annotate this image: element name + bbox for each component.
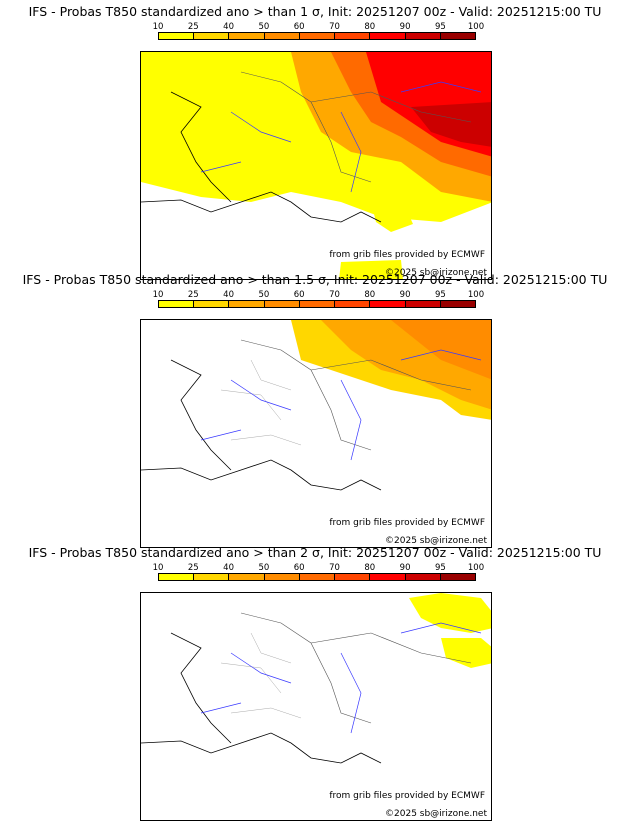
scale-bar [158,573,476,581]
credit-source: from grib files provided by ECMWF [329,250,485,260]
scale-label: 90 [399,22,411,32]
scale-swatch [405,574,441,580]
scale-swatch [299,301,336,307]
prob-area-10b [371,202,413,232]
scale-swatch [440,301,475,307]
scale-swatch [335,574,371,580]
scale-label: 80 [364,290,376,300]
scale-swatch [440,574,475,580]
rivers [200,622,482,734]
scale-label: 80 [364,22,376,32]
country-borders [240,612,472,724]
prob-area-10 [409,593,491,633]
prob-area-10b [441,638,491,668]
scale-label: 10 [152,22,164,32]
scale-label: 95 [434,22,446,32]
scale-bar [158,300,476,308]
region-borders [220,359,302,446]
scale-swatch [335,301,371,307]
scale-labels: 10 25 40 50 60 70 80 90 95 100 [153,563,485,573]
scale-swatch [229,301,265,307]
scale-label: 90 [399,290,411,300]
scale-label: 25 [187,290,199,300]
scale-label: 10 [152,290,164,300]
scale-swatch [194,301,230,307]
color-scale: 10 25 40 50 60 70 80 90 95 100 [153,22,485,44]
color-scale: 10 25 40 50 60 70 80 90 95 100 [153,290,485,312]
scale-label: 40 [223,22,235,32]
scale-swatch [229,33,265,39]
scale-swatch [370,574,406,580]
scale-label: 60 [293,563,305,573]
scale-swatch [264,301,300,307]
scale-label: 70 [329,290,340,300]
probability-map: from grib files provided by ECMWF ©2025 … [140,51,492,280]
coastline [141,632,382,764]
panel-2: IFS - Probas T850 standardized ano > tha… [0,272,630,548]
scale-swatch [264,574,300,580]
scale-label: 50 [258,22,270,32]
country-borders [240,339,472,451]
credit-copyright: ©2025 sb@irizone.net [385,809,487,819]
scale-swatch [335,33,371,39]
scale-swatch [299,574,336,580]
scale-label: 80 [364,563,376,573]
panel-title: IFS - Probas T850 standardized ano > tha… [22,272,608,287]
scale-label: 95 [434,290,446,300]
scale-labels: 10 25 40 50 60 70 80 90 95 100 [153,22,485,32]
panel-1: IFS - Probas T850 standardized ano > tha… [0,4,630,280]
scale-swatch [194,574,230,580]
scale-bar [158,32,476,40]
probability-map: from grib files provided by ECMWF ©2025 … [140,319,492,548]
scale-label: 60 [293,290,305,300]
scale-label: 60 [293,22,305,32]
scale-swatch [370,33,406,39]
scale-label: 40 [223,290,235,300]
scale-label: 100 [467,22,485,32]
credit-copyright: ©2025 sb@irizone.net [385,268,487,278]
region-borders [220,632,302,719]
coastline [141,359,382,491]
scale-swatch [159,33,195,39]
credit-source: from grib files provided by ECMWF [329,518,485,528]
scale-label: 10 [152,563,164,573]
scale-swatch [264,33,300,39]
scale-labels: 10 25 40 50 60 70 80 90 95 100 [153,290,485,300]
scale-swatch [440,33,475,39]
scale-label: 25 [187,563,199,573]
scale-swatch [405,301,441,307]
probability-map: from grib files provided by ECMWF ©2025 … [140,592,492,821]
rivers [200,349,482,461]
panel-title: IFS - Probas T850 standardized ano > tha… [28,545,602,560]
scale-swatch [370,301,406,307]
credit-source: from grib files provided by ECMWF [329,791,485,801]
prob-area-10c [339,260,403,279]
scale-label: 70 [329,563,340,573]
scale-label: 100 [467,563,485,573]
scale-label: 90 [399,563,411,573]
scale-swatch [299,33,336,39]
credit-copyright: ©2025 sb@irizone.net [385,536,487,546]
rivers [200,81,482,193]
scale-label: 95 [434,563,446,573]
scale-label: 70 [329,22,340,32]
scale-swatch [159,301,195,307]
prob-area-90 [411,102,491,147]
scale-swatch [159,574,195,580]
coastline [141,91,382,223]
scale-label: 50 [258,563,270,573]
scale-swatch [194,33,230,39]
scale-swatch [405,33,441,39]
country-borders [240,71,472,183]
scale-label: 50 [258,290,270,300]
scale-label: 25 [187,22,199,32]
scale-label: 100 [467,290,485,300]
scale-swatch [229,574,265,580]
panel-title: IFS - Probas T850 standardized ano > tha… [28,4,602,19]
color-scale: 10 25 40 50 60 70 80 90 95 100 [153,563,485,585]
panel-3: IFS - Probas T850 standardized ano > tha… [0,545,630,821]
scale-label: 40 [223,563,235,573]
prob-area-60 [391,320,491,380]
